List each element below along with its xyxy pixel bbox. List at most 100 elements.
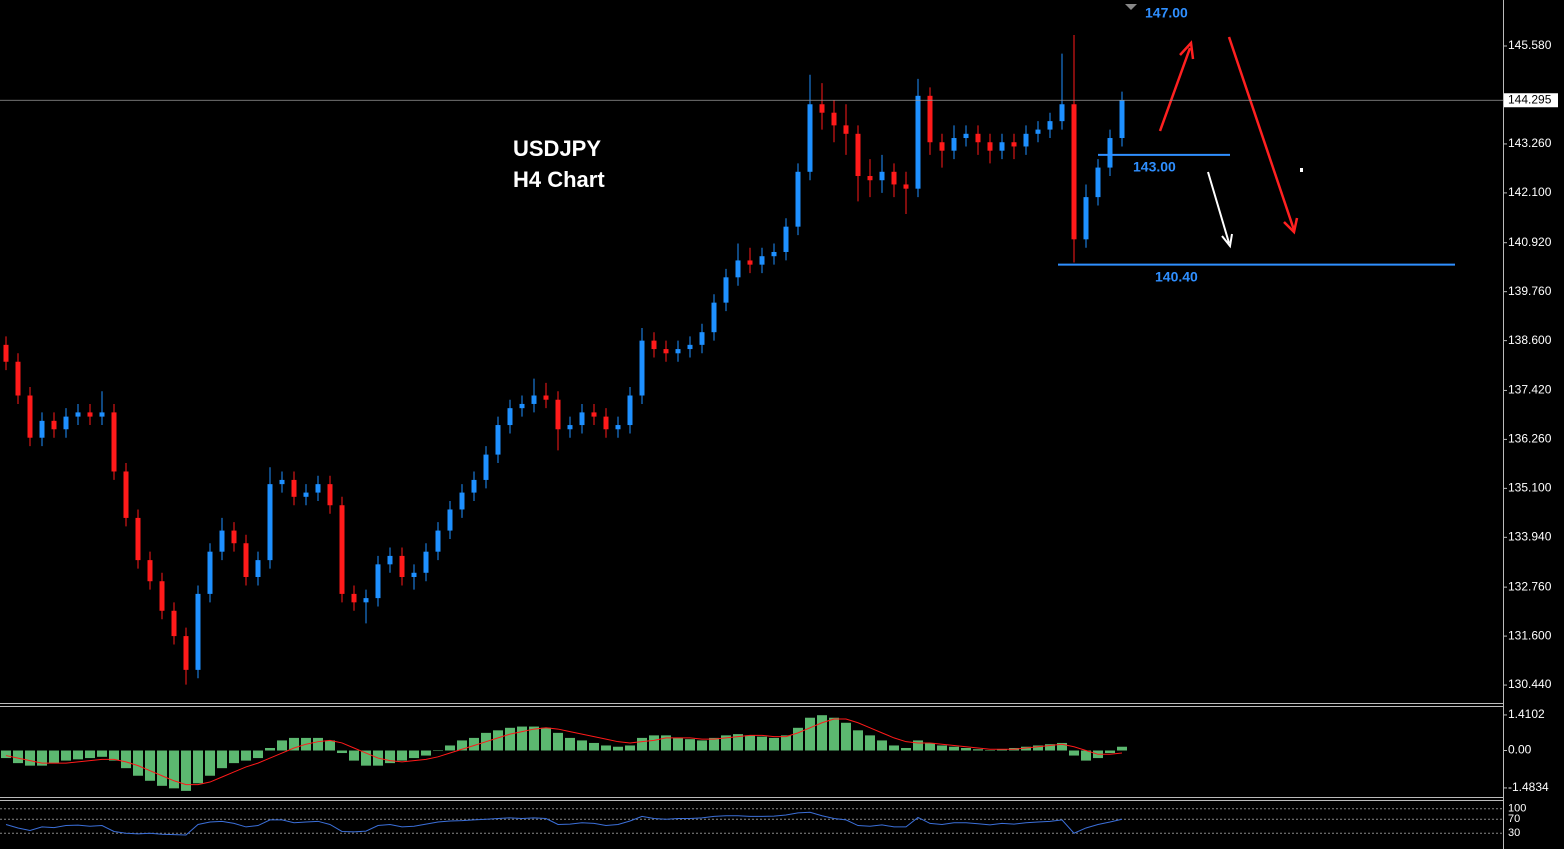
candle-body — [675, 349, 681, 354]
candle-body — [1107, 138, 1113, 168]
macd-bar — [265, 747, 275, 751]
y-tick-label: 135.100 — [1508, 481, 1552, 495]
macd-bar — [709, 737, 719, 751]
candle-body — [291, 479, 297, 497]
candle-body — [87, 412, 93, 417]
candle-body — [723, 277, 729, 303]
y-tick-label: 1.4102 — [1508, 707, 1545, 721]
macd-bar — [517, 726, 527, 751]
candle-body — [927, 95, 933, 143]
rsi-line — [5, 811, 1123, 836]
macd-bar — [205, 750, 215, 776]
macd-bar — [505, 727, 515, 751]
arrow-head — [1221, 233, 1233, 249]
y-tick-label: 145.580 — [1508, 38, 1552, 52]
candle-body — [1095, 167, 1101, 198]
candle-body — [1059, 104, 1065, 122]
marker — [1125, 4, 1137, 10]
candle-body — [1119, 100, 1125, 139]
candle-body — [579, 412, 585, 426]
arrow — [1227, 36, 1296, 231]
candle-body — [891, 171, 897, 185]
macd-bar — [13, 750, 23, 764]
candle-body — [315, 484, 321, 493]
macd-bar — [949, 746, 959, 751]
candle-body — [519, 403, 525, 409]
candle-body — [459, 492, 465, 510]
macd-bar — [841, 722, 851, 751]
macd-bar — [1033, 745, 1043, 751]
candle-body — [39, 420, 45, 438]
y-tick-label: 140.920 — [1508, 235, 1552, 249]
candle-body — [735, 260, 741, 278]
macd-bar — [877, 740, 887, 751]
macd-bar — [193, 750, 203, 784]
candle-body — [531, 395, 537, 404]
macd-bar — [793, 727, 803, 751]
candle-body — [603, 416, 609, 430]
y-tick-label: 143.260 — [1508, 136, 1552, 150]
macd-bar — [625, 745, 635, 751]
candle-body — [447, 509, 453, 531]
macd-bar — [745, 735, 755, 751]
candle-body — [399, 555, 405, 578]
candle-body — [711, 302, 717, 333]
current-price-label: 144.295 — [1508, 92, 1552, 106]
y-tick-label: 30 — [1508, 827, 1520, 839]
macd-bar — [973, 749, 983, 751]
candle-body — [363, 598, 369, 603]
candle-body — [987, 142, 993, 151]
candle-body — [627, 395, 633, 426]
macd-bar — [157, 750, 167, 786]
target-label: 147.00 — [1145, 5, 1188, 21]
arrow-head — [1283, 217, 1299, 235]
arrow-head — [1179, 40, 1195, 60]
y-tick-label: 0.00 — [1508, 743, 1532, 757]
y-tick-label: 136.260 — [1508, 432, 1552, 446]
macd-bar — [901, 747, 911, 751]
macd-bar — [385, 750, 395, 764]
macd-bar — [1045, 744, 1055, 751]
candle-body — [795, 171, 801, 227]
candle-body — [99, 412, 105, 417]
macd-bar — [217, 750, 227, 769]
y-tick-label: 100 — [1508, 803, 1526, 815]
candle-body — [243, 543, 249, 578]
macd-bar — [229, 750, 239, 764]
candle-body — [963, 133, 969, 139]
macd-bar — [445, 745, 455, 751]
candle-body — [543, 395, 549, 400]
macd-bar — [733, 734, 743, 751]
macd-bar — [49, 750, 59, 764]
candle-body — [819, 104, 825, 113]
macd-bar — [277, 740, 287, 751]
macd-bar — [937, 745, 947, 751]
macd-bar — [661, 735, 671, 751]
candle-body — [831, 112, 837, 126]
candle-body — [327, 484, 333, 506]
macd-bar — [649, 735, 659, 751]
macd-bar — [673, 737, 683, 751]
macd-bar — [997, 749, 1007, 751]
macd-bar — [685, 739, 695, 751]
level-label: 143.00 — [1133, 159, 1176, 175]
macd-bar — [781, 735, 791, 751]
macd-bar — [925, 742, 935, 751]
candle-body — [3, 344, 9, 362]
candle-body — [567, 425, 573, 430]
macd-bar — [25, 750, 35, 766]
macd-bar — [805, 717, 815, 751]
macd-bar — [289, 737, 299, 751]
macd-bar — [85, 750, 95, 759]
macd-bar — [457, 740, 467, 751]
candle-body — [423, 551, 429, 573]
y-tick-label: 70 — [1508, 813, 1520, 825]
macd-bar — [529, 726, 539, 751]
macd-bar — [421, 750, 431, 756]
candle-body — [351, 593, 357, 603]
candle-body — [1035, 129, 1041, 134]
candle-body — [687, 344, 693, 350]
candle-body — [63, 416, 69, 430]
candle-body — [51, 420, 57, 430]
